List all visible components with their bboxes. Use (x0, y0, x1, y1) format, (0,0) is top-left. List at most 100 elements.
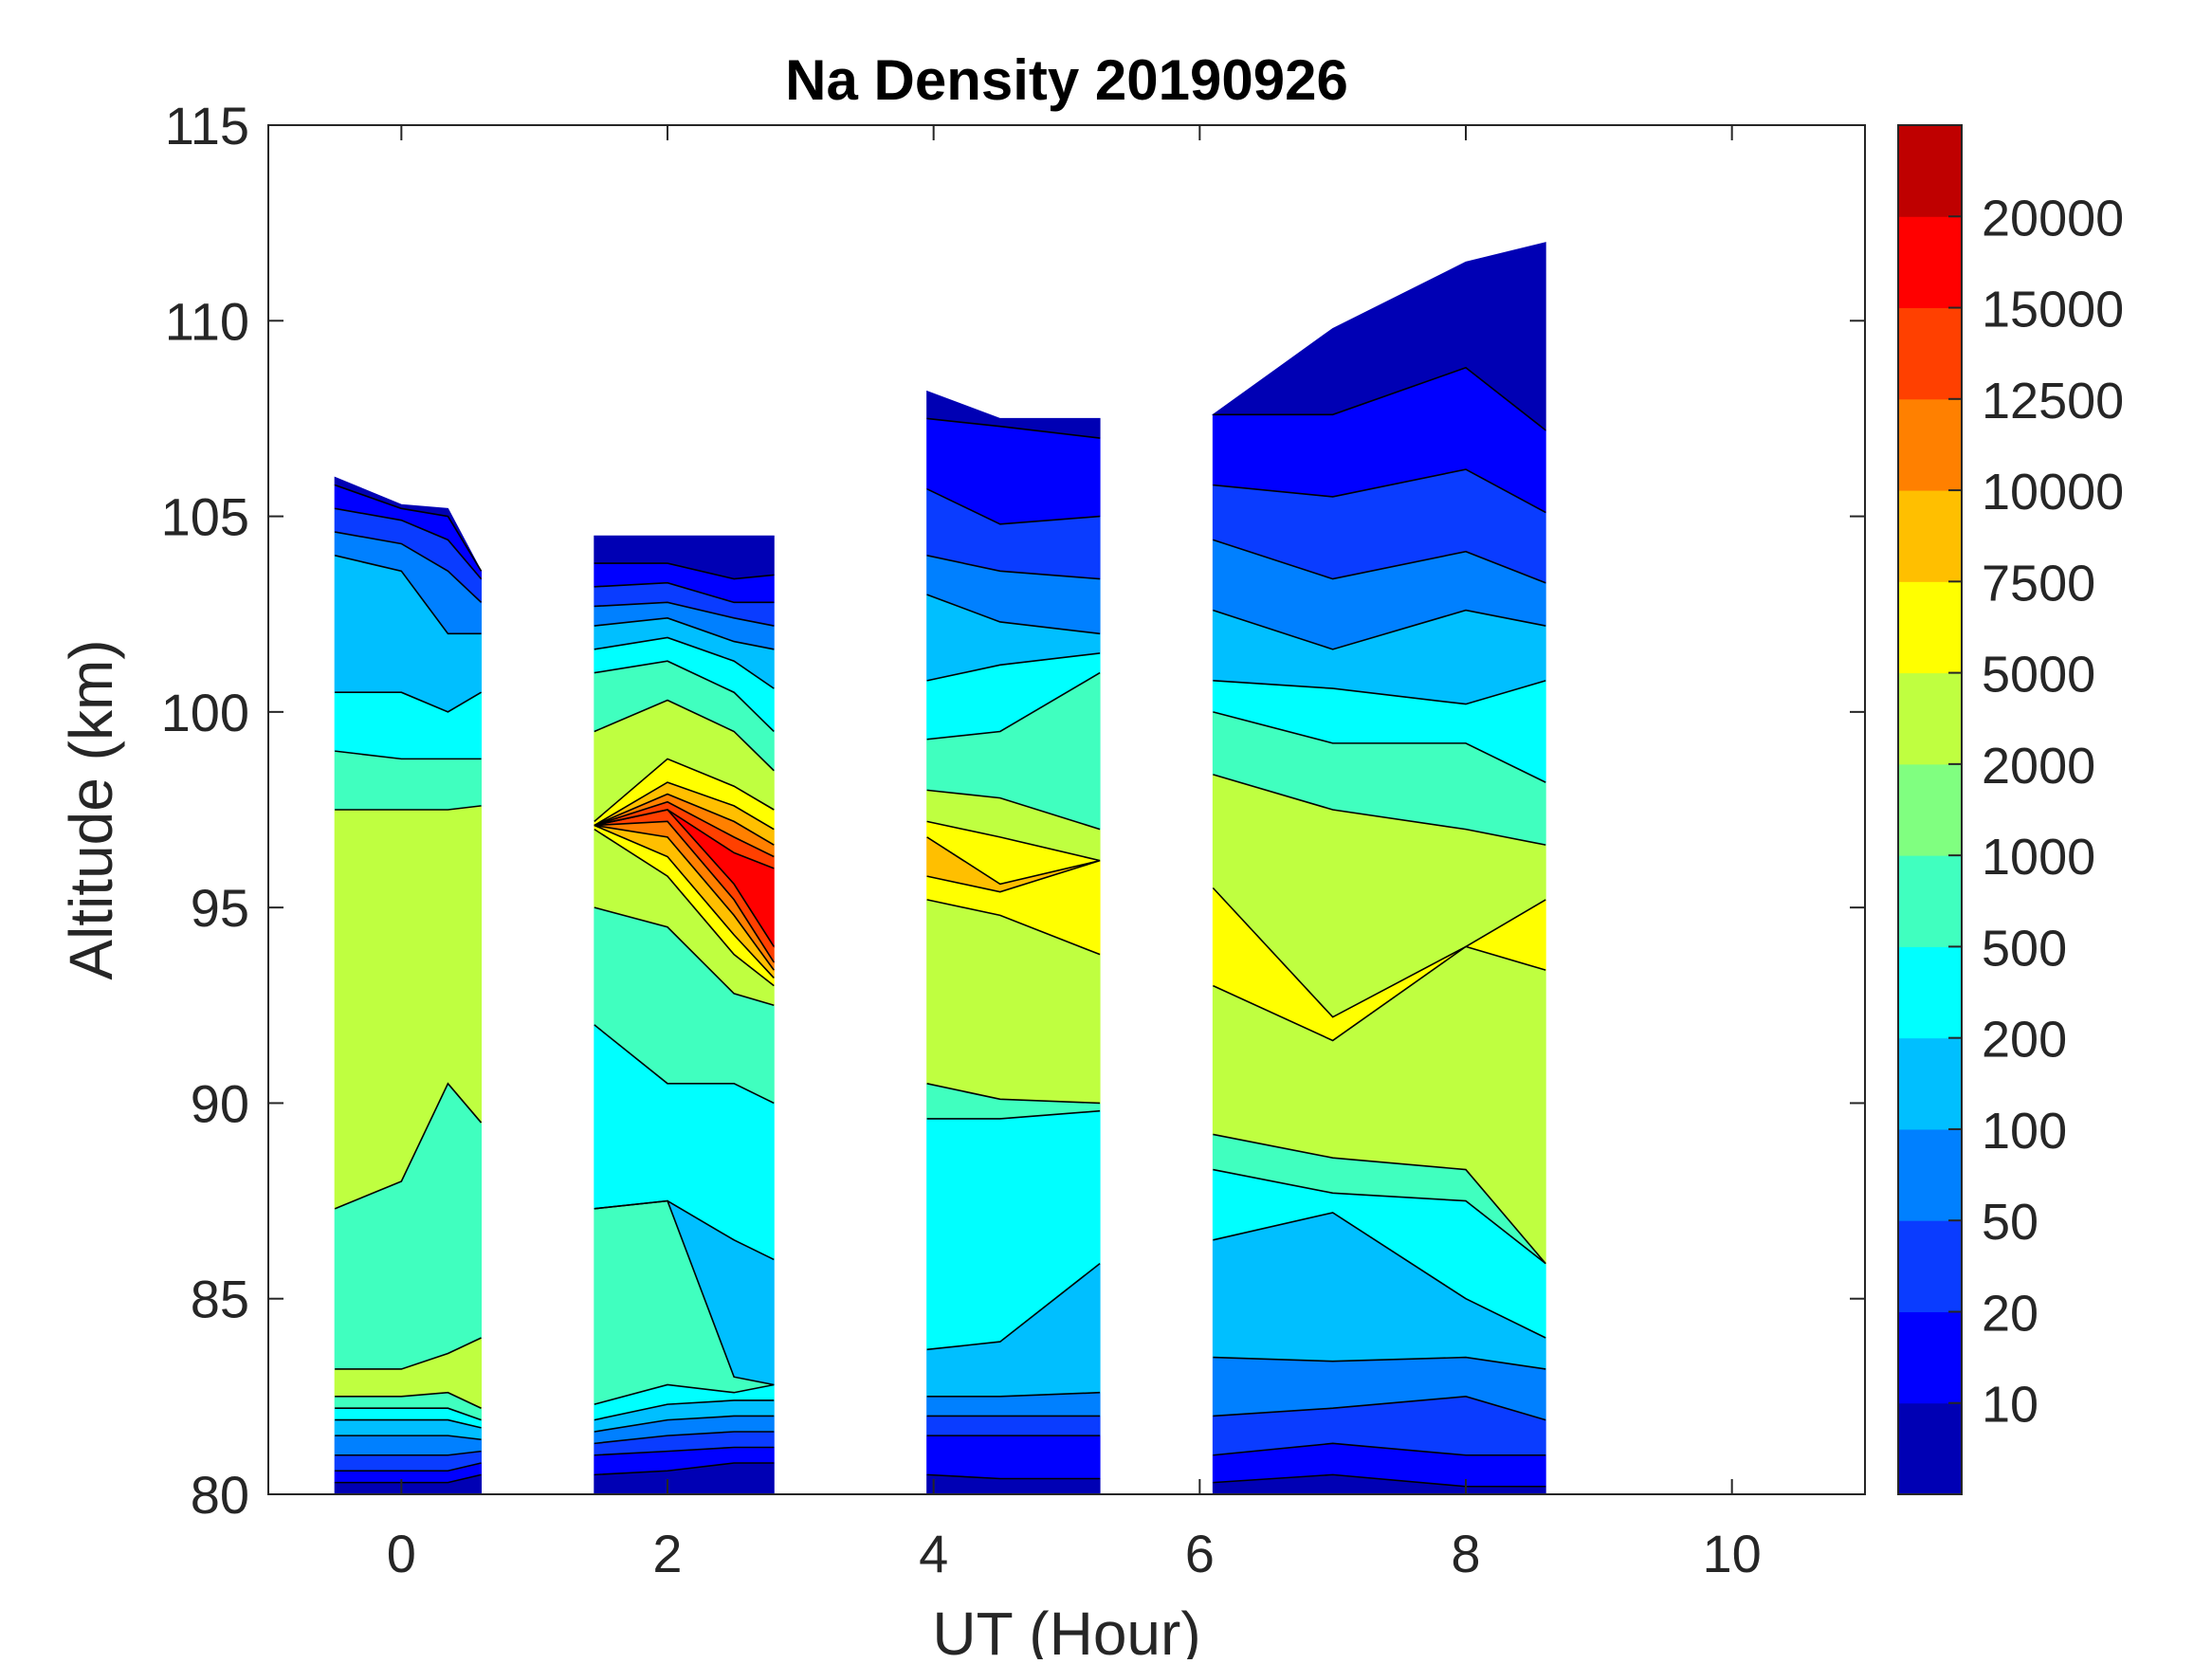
contour-line (335, 1473, 482, 1484)
contour-line (926, 1083, 1101, 1105)
colorbar-label: 7500 (1982, 555, 2095, 612)
colorbar-label: 100 (1982, 1103, 2067, 1160)
contour-line (594, 1415, 775, 1433)
colorbar-swatch (1898, 1311, 1962, 1404)
contour-line (594, 1446, 775, 1456)
contour-line (926, 899, 1101, 956)
colorbar-label: 10 (1982, 1377, 2038, 1434)
contour-line (335, 1407, 482, 1421)
contour-line (926, 417, 1101, 439)
contour-line (1213, 366, 1546, 431)
colorbar-label: 50 (1982, 1194, 2038, 1251)
x-tick-label: 4 (919, 1524, 948, 1583)
contour-line (926, 671, 1101, 741)
x-tick-label: 2 (652, 1524, 682, 1583)
contour-line (335, 750, 482, 760)
contour-line (926, 1262, 1101, 1351)
contour-line (594, 793, 775, 846)
chart-title: Na Density 20190926 (785, 48, 1348, 112)
contour-line (1213, 1473, 1546, 1488)
contour-line (926, 1109, 1101, 1120)
contour-line (1213, 609, 1546, 650)
contour-line (594, 1399, 775, 1421)
contour-line (926, 789, 1101, 831)
contour-line (926, 594, 1101, 635)
contour-line (594, 824, 775, 971)
contour-line (926, 652, 1101, 682)
contour-line (926, 859, 1101, 893)
colorbar-swatch (1898, 307, 1962, 400)
y-tick-label: 115 (165, 96, 249, 155)
contour-line (335, 507, 483, 580)
contour-line (335, 805, 482, 811)
x-tick-label: 8 (1451, 1524, 1480, 1583)
contour-fills (334, 242, 1546, 1495)
contour-line (1213, 1396, 1546, 1421)
x-tick-label: 0 (387, 1524, 416, 1583)
plot-frame (267, 124, 1866, 1495)
x-tick-label: 6 (1185, 1524, 1215, 1583)
contour-line (1213, 539, 1546, 584)
contour-line (594, 617, 775, 650)
y-tick-label: 90 (191, 1073, 249, 1133)
contour-line (335, 1435, 482, 1441)
colorbar-label: 1000 (1982, 829, 2095, 886)
contour-line (594, 660, 775, 733)
colorbar-swatch (1898, 1128, 1962, 1221)
y-tick-label: 105 (161, 487, 249, 547)
contour-line (1213, 774, 1546, 846)
contour-line (1213, 1356, 1546, 1370)
contour-line (926, 555, 1101, 580)
colorbar-swatch (1898, 946, 1962, 1039)
contour-line (594, 636, 775, 689)
contour-line (1212, 887, 1546, 1018)
colorbar-swatch (1898, 1402, 1962, 1495)
contour-line (594, 906, 775, 1007)
contour-line (594, 562, 775, 580)
colorbar-swatch (1898, 855, 1962, 947)
colorbar-label: 20 (1982, 1285, 2038, 1342)
contour-line (594, 1462, 775, 1476)
contour-line (594, 824, 775, 978)
colorbar-label: 10000 (1982, 464, 2124, 521)
colorbar-swatch (1898, 1037, 1962, 1130)
contour-line (594, 828, 775, 987)
contour-line (594, 781, 775, 831)
contour-line (334, 1082, 483, 1210)
contour-band-level-3 (334, 1435, 483, 1456)
contour-line (1213, 1442, 1546, 1456)
contour-line (335, 1337, 482, 1370)
colorbar-frame (1897, 124, 1963, 1495)
contour-band-level-2 (926, 1415, 1101, 1436)
colorbar-label: 15000 (1982, 282, 2124, 338)
colorbar-swatch (1898, 216, 1962, 309)
contour-line (1213, 945, 1546, 1042)
contour-line (594, 581, 775, 604)
contour-band-level-1 (926, 1435, 1101, 1479)
colorbar-swatch (1898, 672, 1962, 765)
contour-line (594, 1431, 775, 1445)
colorbar-label: 200 (1982, 1012, 2067, 1069)
y-tick-label: 85 (191, 1270, 249, 1329)
contour-line (926, 1391, 1101, 1398)
colorbar-swatch (1898, 763, 1962, 856)
contour-line (594, 601, 775, 627)
contour-line (335, 691, 482, 713)
contour-line (926, 487, 1101, 525)
x-axis: 0 2 4 6 8 10 (387, 125, 1762, 1583)
contour-line (335, 1391, 482, 1409)
contour-line (1213, 711, 1546, 783)
colorbar-label: 2000 (1982, 738, 2095, 795)
y-axis-label: Altitude (km) (57, 639, 125, 979)
contour-line (335, 1462, 482, 1472)
y-tick-label: 95 (191, 878, 249, 938)
contour-line (594, 1199, 775, 1261)
colorbar: 10 20 50 100 200 500 1000 2000 5000 7500 10000 1250… (1897, 124, 2124, 1495)
contour-line (594, 699, 775, 772)
contour-line (1213, 468, 1546, 514)
contour-band-level-6 (334, 750, 483, 811)
contour-line (335, 1418, 482, 1429)
contour-line (1213, 1212, 1546, 1339)
contour-line (594, 800, 775, 858)
